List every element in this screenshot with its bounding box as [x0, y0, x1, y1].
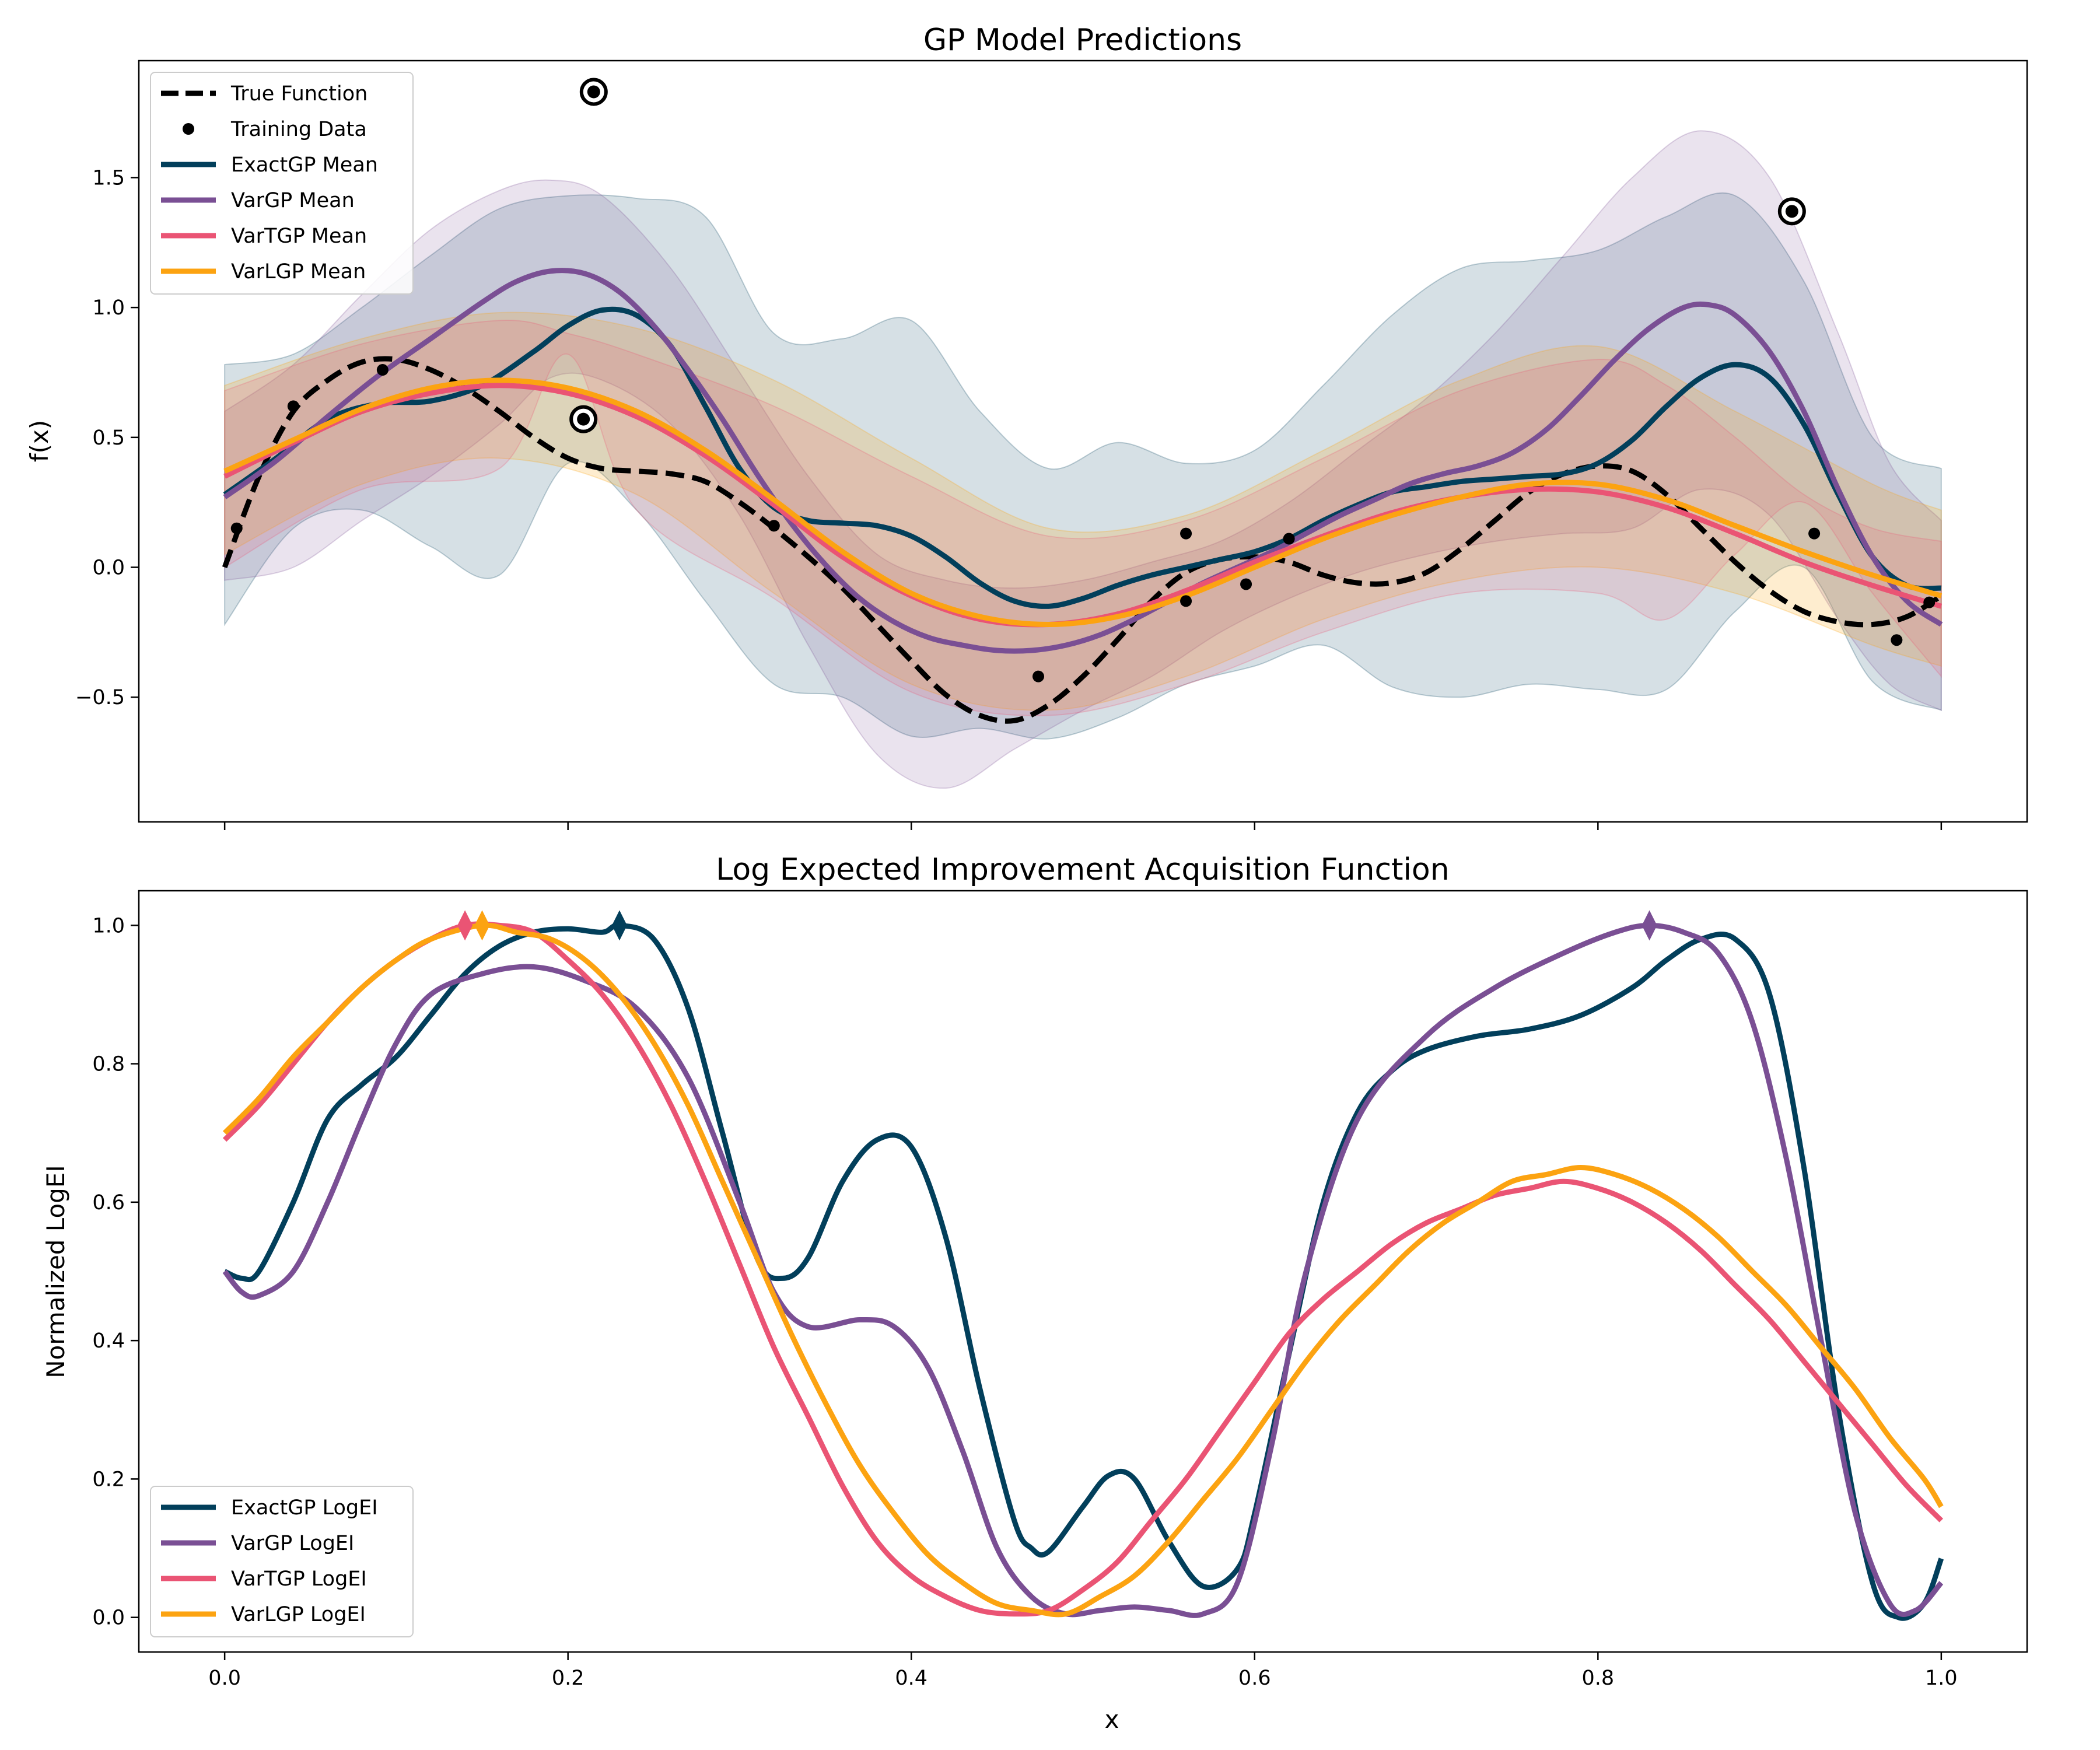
y-tick-label: −0.5 [75, 686, 125, 709]
confidence-band-vargp [224, 130, 1942, 789]
training-point [1180, 527, 1192, 540]
training-point [230, 522, 243, 534]
training-point [287, 400, 299, 412]
training-point [1283, 533, 1295, 545]
highlighted-point [1785, 205, 1798, 218]
highlighted-point [587, 85, 600, 99]
maximum-marker-varlgp [474, 910, 490, 941]
legend-label-vargp-mean: VarGP Mean [231, 189, 355, 212]
acquisition-title: Log Expected Improvement Acquisition Fun… [716, 852, 1449, 887]
legend-label-exactgp-mean: ExactGP Mean [231, 153, 378, 177]
predictions-ylabel: f(x) [25, 420, 54, 462]
training-point [1891, 634, 1903, 646]
training-point [1240, 578, 1252, 590]
acquisition-ylabel: Normalized LogEI [41, 1165, 70, 1378]
y-tick-label: 1.5 [92, 166, 125, 190]
predictions-panel: −0.5 0.0 0.5 1.0 1.5 GP Model Predictions f(… [25, 23, 2028, 830]
predictions-axes-frame [138, 60, 2028, 823]
legend-label-vartgp-logei: VarTGP LogEI [231, 1567, 367, 1591]
acquisition-lines [222, 921, 1944, 1621]
x-tick-label: 0.4 [895, 1667, 928, 1690]
training-point [768, 520, 780, 532]
series-line-true-function [222, 356, 1943, 724]
acquisition-ticks: 0.0 0.2 0.4 0.6 0.8 1.0 0.0 0.2 0.4 0.6 0.8 1.0 [92, 914, 1957, 1690]
highlighted-point [577, 412, 590, 426]
maximum-marker-vartgp [457, 910, 473, 941]
training-point [1180, 595, 1192, 607]
x-tick-label: 1.0 [1925, 1667, 1958, 1690]
series-line-exactgp-mean [223, 306, 1942, 609]
x-tick-label: 0.8 [1581, 1667, 1614, 1690]
y-tick-label: 0.0 [92, 1606, 125, 1630]
legend-label-varlgp-mean: VarLGP Mean [231, 260, 366, 284]
y-tick-label: 0.2 [92, 1468, 125, 1491]
predictions-ticks: −0.5 0.0 0.5 1.0 1.5 [75, 166, 1943, 830]
predictions-title: GP Model Predictions [923, 23, 1242, 58]
y-tick-label: 0.0 [92, 556, 125, 580]
y-tick-label: 1.0 [92, 296, 125, 320]
training-point [1923, 596, 1936, 608]
acquisition-xlabel: x [1105, 1705, 1119, 1734]
series-line-varlgp-logei [222, 922, 1944, 1618]
y-tick-label: 0.5 [92, 426, 125, 450]
legend-label-varlgp-logei: VarLGP LogEI [231, 1603, 366, 1626]
y-tick-label: 0.8 [92, 1053, 125, 1076]
training-point [1032, 670, 1044, 682]
legend-label-training-data: Training Data [230, 118, 367, 141]
x-tick-label: 0.6 [1238, 1667, 1271, 1690]
y-tick-label: 1.0 [92, 914, 125, 937]
y-tick-label: 0.4 [92, 1329, 125, 1353]
training-markers [230, 78, 1936, 682]
maximum-marker-vargp [1642, 910, 1657, 941]
legend-marker-training-data [183, 123, 194, 135]
acquisition-panel: 0.0 0.2 0.4 0.6 0.8 1.0 0.0 0.2 0.4 0.6 0.8 1.0 Log… [41, 852, 2028, 1734]
legend-label-exactgp-logei: ExactGP LogEI [231, 1496, 378, 1520]
predictions-legend: True Function Training Data ExactGP Mean Va… [150, 72, 414, 295]
prediction-lines [222, 268, 1943, 724]
y-tick-label: 0.6 [92, 1191, 125, 1214]
legend-label-vartgp-mean: VarTGP Mean [231, 225, 367, 248]
training-point [376, 364, 388, 376]
acquisition-axes-frame [138, 890, 2028, 1653]
training-point [1808, 527, 1821, 540]
maximum-marker-exact [611, 910, 627, 941]
x-tick-label: 0.2 [552, 1667, 584, 1690]
series-line-vargp-logei [222, 922, 1944, 1618]
series-line-varlgp-mean [223, 377, 1943, 627]
acquisition-legend: ExactGP LogEI VarGP LogEI VarTGP LogEI VarL… [150, 1486, 414, 1637]
legend-label-true-function: True Function [230, 82, 368, 106]
series-line-vargp-mean [223, 268, 1943, 654]
series-line-vartgp-logei [222, 921, 1944, 1617]
legend-box [150, 72, 414, 295]
legend-label-vargp-logei: VarGP LogEI [231, 1532, 354, 1555]
acquisition-maxima [457, 910, 1657, 941]
x-tick-label: 0.0 [208, 1667, 241, 1690]
legend-box [150, 1486, 414, 1637]
